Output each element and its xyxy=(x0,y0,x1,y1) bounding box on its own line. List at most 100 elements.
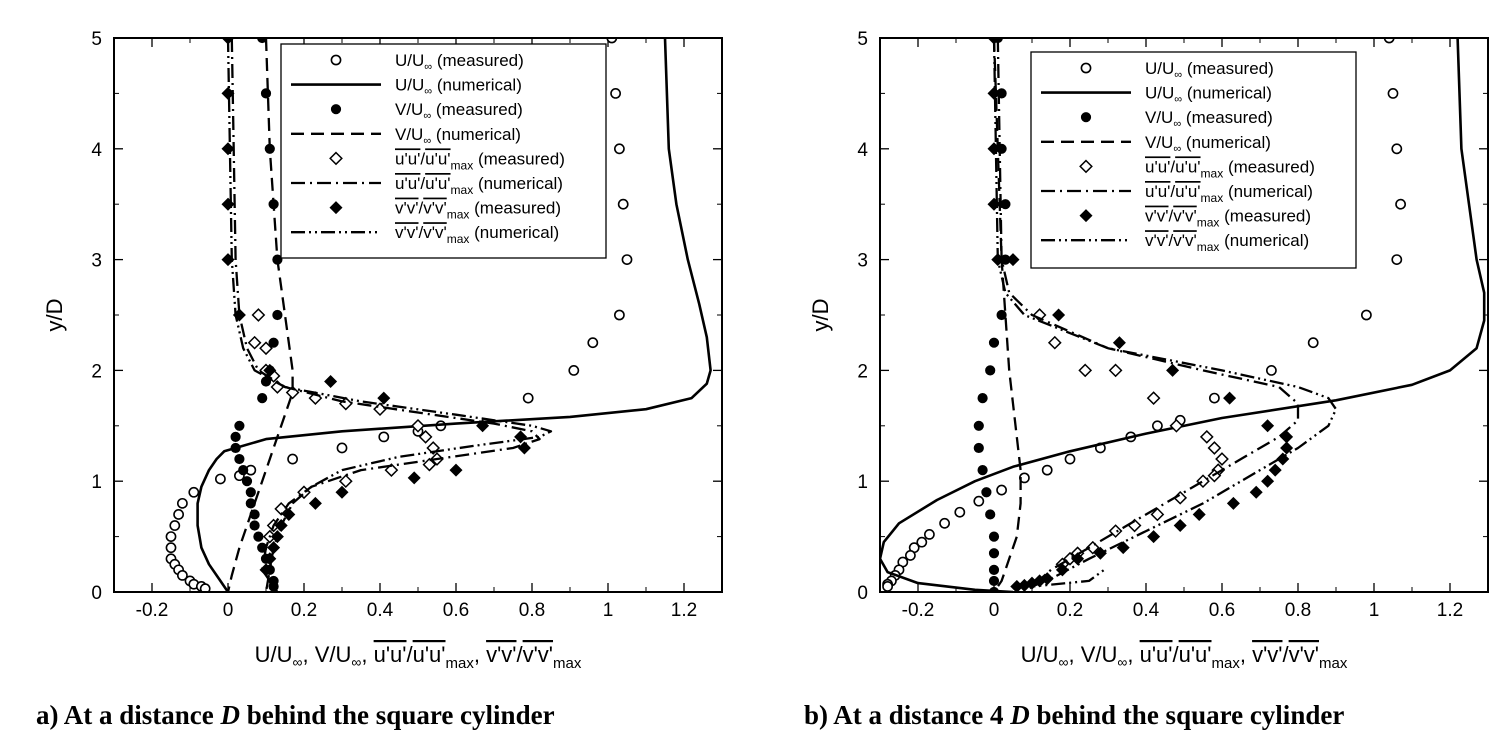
data-point-4-6 xyxy=(1199,430,1214,444)
data-point-0-4 xyxy=(1391,254,1403,265)
data-point-2-17 xyxy=(245,498,256,509)
data-point-0-10 xyxy=(1152,420,1163,432)
legend-b: U/U∞ (measured) U/U∞ (numerical)V/U∞ (mea… xyxy=(1030,51,1357,269)
data-point-6-24 xyxy=(1055,563,1069,577)
x-tick-label-1: 0 xyxy=(223,600,234,621)
data-point-4-9 xyxy=(373,402,387,417)
data-point-2-6 xyxy=(988,337,1000,348)
data-point-0-20 xyxy=(924,528,935,540)
x-tick-label-4: 0.6 xyxy=(443,600,469,621)
legend-label-2: V/U∞ (measured) xyxy=(1145,108,1273,130)
data-point-2-14 xyxy=(988,531,1000,542)
data-point-0-14 xyxy=(1041,464,1053,476)
data-point-2-7 xyxy=(985,365,996,376)
data-point-2-13 xyxy=(234,453,245,465)
y-axis-label-b: y/D xyxy=(808,299,833,332)
data-point-0-3 xyxy=(1395,198,1406,210)
y-tick-label-4: 4 xyxy=(857,140,868,161)
data-point-6-11 xyxy=(517,441,531,455)
x-tick-label-2: 0.2 xyxy=(291,600,317,621)
data-point-2-8 xyxy=(977,393,988,404)
legend-label-0: U/U∞ (measured) xyxy=(1145,59,1274,81)
data-point-0-30 xyxy=(199,583,211,592)
data-point-6-8 xyxy=(1166,363,1180,377)
data-point-6-23 xyxy=(1071,552,1085,566)
data-point-4-0 xyxy=(251,308,266,322)
data-point-2-19 xyxy=(249,520,260,531)
data-point-6-10 xyxy=(1261,419,1275,433)
data-point-0-16 xyxy=(214,473,226,485)
data-point-0-22 xyxy=(165,542,177,554)
data-point-4-15 xyxy=(1108,524,1123,538)
y-tick-label-1: 1 xyxy=(91,472,102,493)
y-tick-label-0: 0 xyxy=(91,583,102,604)
data-point-2-10 xyxy=(234,420,245,431)
series-line-5 xyxy=(230,38,541,592)
data-point-0-19 xyxy=(173,509,184,520)
data-point-2-3 xyxy=(1000,199,1011,210)
data-point-6-3 xyxy=(221,197,235,211)
data-point-0-4 xyxy=(621,254,633,265)
y-tick-label-5: 5 xyxy=(91,29,102,50)
y-tick-label-2: 2 xyxy=(91,361,102,382)
caption-b-prefix: b) At a distance 4 xyxy=(804,700,1011,730)
plot-frame-a xyxy=(113,37,723,593)
legend-label-2: V/U∞ (measured) xyxy=(395,100,523,122)
data-point-6-27 xyxy=(1025,576,1039,590)
data-point-2-6 xyxy=(268,337,279,348)
data-point-6-14 xyxy=(1268,463,1282,477)
data-point-2-16 xyxy=(988,564,1000,575)
plot-area-b xyxy=(880,38,1486,592)
x-tick-label-3: 0.4 xyxy=(367,600,394,621)
legend-swatch-0 xyxy=(1080,62,1092,74)
data-point-4-11 xyxy=(1196,474,1210,489)
x-tick-label-1: 0 xyxy=(989,600,1000,621)
data-point-6-6 xyxy=(263,363,277,377)
x-tick-label-0: -0.2 xyxy=(136,600,169,621)
x-tick-label-3: 0.4 xyxy=(1133,600,1160,621)
legend-swatch-2 xyxy=(1080,112,1092,123)
data-point-2-16 xyxy=(245,487,256,498)
data-point-0-8 xyxy=(1209,392,1220,404)
data-point-4-7 xyxy=(1207,441,1222,455)
x-tick-label-5: 0.8 xyxy=(1285,600,1311,621)
series-line-7 xyxy=(226,38,553,592)
data-point-0-13 xyxy=(1064,453,1076,465)
series-line-5 xyxy=(996,38,1300,592)
legend-label-5: u'u'/u'u'max (numerical) xyxy=(395,174,563,197)
x-tick-label-2: 0.2 xyxy=(1057,600,1083,621)
caption-b-italic: D xyxy=(1010,700,1030,730)
data-point-2-11 xyxy=(977,465,988,476)
legend-swatch-2 xyxy=(330,104,342,115)
data-point-6-18 xyxy=(270,530,284,544)
x-tick-label-6: 1 xyxy=(603,600,614,621)
y-tick-label-3: 3 xyxy=(857,251,868,272)
data-point-6-21 xyxy=(259,563,273,577)
series-line-1 xyxy=(196,38,712,592)
legend-swatch-4 xyxy=(329,151,343,166)
data-point-0-6 xyxy=(1307,337,1319,349)
data-point-4-3 xyxy=(1108,363,1123,378)
data-point-4-14 xyxy=(422,457,437,472)
data-point-2-17 xyxy=(988,575,1000,587)
data-point-0-17 xyxy=(973,495,985,507)
data-point-0-21 xyxy=(165,531,177,542)
data-point-2-20 xyxy=(253,531,264,542)
legend-label-4: u'u'/u'u'max (measured) xyxy=(395,149,565,172)
legend-label-6: v'v'/v'v'max (measured) xyxy=(1145,207,1311,230)
data-point-0-6 xyxy=(587,337,599,349)
legend-label-4: u'u'/u'u'max (measured) xyxy=(1145,157,1315,180)
legend-label-3: V/U∞ (numerical) xyxy=(395,125,521,147)
x-tick-label-7: 1.2 xyxy=(1437,600,1463,621)
data-point-6-9 xyxy=(1223,391,1237,405)
data-point-6-17 xyxy=(1226,496,1240,510)
caption-a-italic: D xyxy=(220,700,241,730)
data-point-4-1 xyxy=(1047,335,1062,350)
data-point-4-2 xyxy=(1078,363,1093,378)
caption-a-prefix: a) At a distance xyxy=(36,700,221,730)
y-tick-label-2: 2 xyxy=(857,361,868,382)
data-point-6-8 xyxy=(377,391,391,405)
data-point-0-11 xyxy=(378,431,390,443)
panel-a: -0.2 0 0.2 0.4 0.6 0.8 1 1.2 0 1 2 3 4 5 U/U∞ (measure… xyxy=(42,29,723,672)
